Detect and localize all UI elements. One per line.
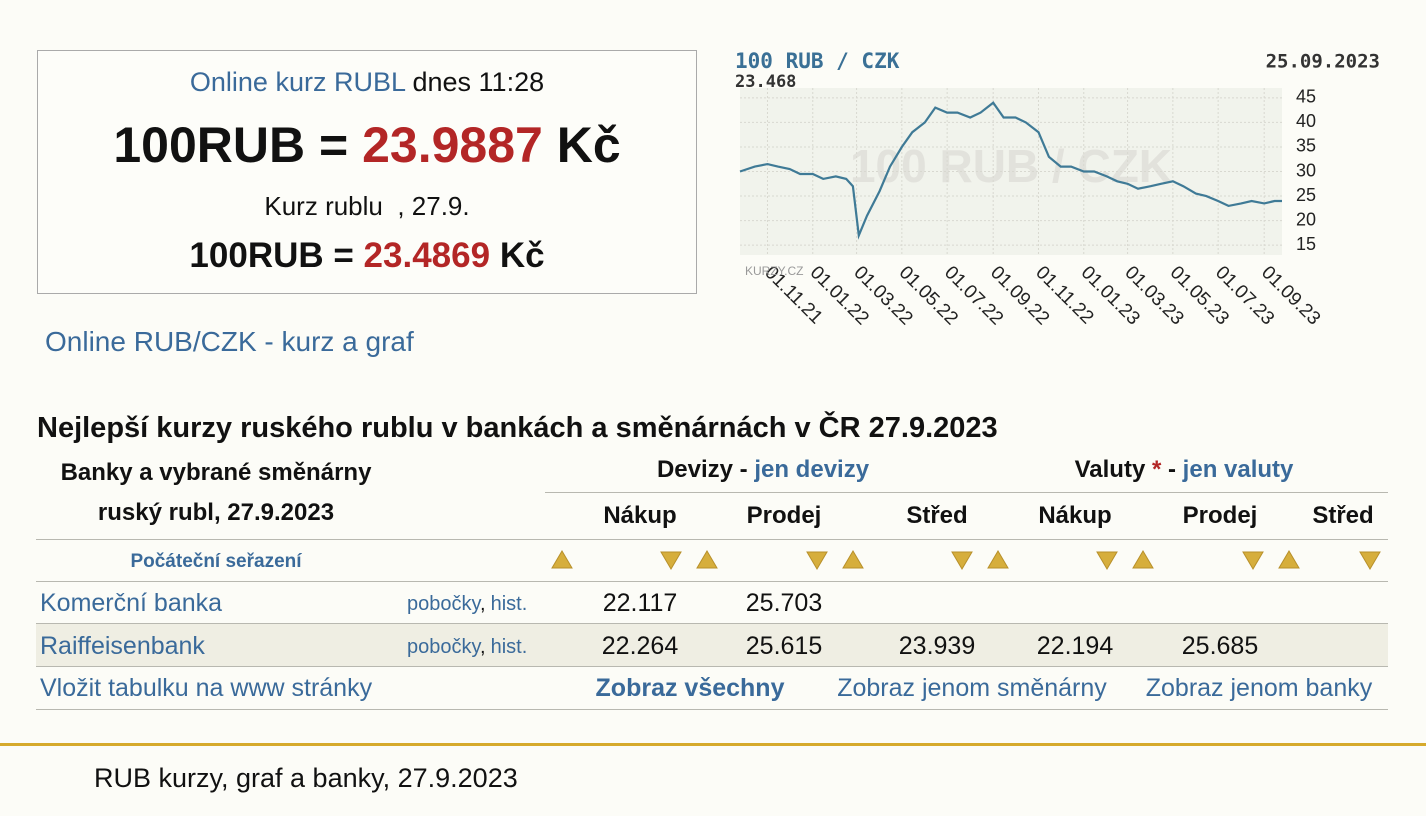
devizy-header: Devizy - jen devizy — [657, 456, 869, 484]
show-exchange[interactable]: Zobraz jenom směnárny — [837, 674, 1107, 702]
sort-up[interactable] — [1278, 550, 1300, 569]
rule — [36, 666, 1388, 667]
hist[interactable]: hist. — [490, 593, 528, 615]
pair: 100RUB = — [189, 236, 354, 275]
rate-link[interactable]: Online kurz RUBL — [189, 67, 405, 97]
sort-up[interactable] — [1132, 550, 1154, 569]
rate-cell: 25.615 — [745, 632, 823, 660]
sep: - — [1168, 456, 1176, 483]
sort-down[interactable] — [660, 551, 682, 570]
watermark: 100 RUB / CZK — [850, 140, 1172, 192]
rate-cell: 23.939 — [898, 632, 976, 660]
value: 23.9887 — [362, 117, 543, 173]
sort-up[interactable] — [551, 550, 573, 569]
sort-down[interactable] — [806, 551, 828, 570]
left-header: Banky a vybrané směnárny — [60, 459, 372, 486]
chart: 100 RUB / CZK1520253035404501.11.2101.01… — [735, 49, 1380, 329]
rule — [36, 623, 1388, 624]
column-header: Prodej — [746, 502, 822, 529]
left-header: ruský rubl, 27.9.2023 — [97, 499, 335, 526]
column-header: Prodej — [1182, 502, 1258, 529]
pair: 100RUB = — [113, 117, 349, 173]
plot-area — [740, 88, 1282, 255]
rate-cell: 22.117 — [602, 589, 678, 617]
show-all[interactable]: Zobraz všechny — [595, 674, 785, 702]
sort-up[interactable] — [696, 550, 718, 569]
chart-link[interactable]: Online RUB/CZK - kurz a graf — [45, 326, 414, 357]
sort-down[interactable] — [951, 551, 973, 570]
logo: KURZY.CZ — [745, 264, 803, 278]
embed-link[interactable]: Vložit tabulku na www stránky — [40, 674, 373, 702]
devizy: Devizy — [656, 456, 733, 483]
y-tick-label: 35 — [1296, 136, 1316, 156]
price-line — [739, 101, 1282, 240]
value: 23.4869 — [363, 236, 491, 275]
branches[interactable]: pobočky — [407, 636, 481, 658]
row-bg — [36, 624, 1388, 666]
rule — [36, 709, 1388, 710]
show-banks[interactable]: Zobraz jenom banky — [1145, 674, 1373, 702]
bank-links: pobočky, hist. — [407, 636, 527, 659]
sort-down[interactable] — [1242, 551, 1264, 570]
y-tick-label: 25 — [1296, 185, 1316, 205]
y-tick-label: 45 — [1296, 87, 1316, 107]
main-rate: 100RUB = 23.9887 Kč — [113, 116, 620, 174]
sort-arrows — [551, 550, 1381, 570]
valuty: Valuty — [1074, 456, 1146, 483]
rate-time: dnes 11:28 — [412, 67, 545, 97]
y-tick-label: 30 — [1296, 160, 1316, 180]
column-header: Nákup — [603, 502, 677, 529]
footer: RUB kurzy, graf a banky, 27.9.2023 — [94, 763, 518, 793]
sort-up[interactable] — [842, 550, 864, 569]
last-value: 23.468 — [735, 72, 796, 92]
rule — [36, 539, 1388, 540]
sep: - — [739, 456, 748, 483]
bank-links: pobočky, hist. — [407, 593, 527, 616]
column-header: Nákup — [1038, 502, 1112, 529]
rate-cell: 25.685 — [1181, 632, 1259, 660]
bank-name[interactable]: Komerční banka — [40, 589, 223, 617]
sep: , — [480, 593, 486, 615]
branches[interactable]: pobočky — [407, 593, 481, 615]
unit: Kč — [499, 236, 545, 275]
rate-box — [37, 50, 697, 294]
sort-label[interactable]: Počáteční seřazení — [130, 551, 302, 572]
y-tick-label: 20 — [1296, 209, 1316, 229]
rate-cell: 22.194 — [1036, 632, 1114, 660]
y-tick-label: 40 — [1296, 111, 1316, 131]
rule — [545, 492, 1388, 493]
column-header: Střed — [906, 502, 968, 529]
sep: , — [480, 636, 486, 658]
footer-rule — [0, 743, 1426, 746]
column-header: Střed — [1312, 502, 1374, 529]
sort-down[interactable] — [1359, 551, 1381, 570]
unit: Kč — [556, 117, 621, 173]
sub-rate: 100RUB = 23.4869 Kč — [189, 236, 544, 276]
rate-title: Online kurz RUBL dnes 11:28 — [190, 67, 544, 98]
rate-cell: 25.703 — [745, 589, 823, 617]
rate-cell: 22.264 — [601, 632, 679, 660]
sort-up[interactable] — [987, 550, 1009, 569]
devizy-link[interactable]: jen devizy — [754, 456, 870, 483]
rule — [36, 581, 1388, 582]
star: * — [1151, 456, 1162, 483]
chart-date: 25.09.2023 — [1266, 51, 1380, 73]
sub-title: Kurz rublu , 27.9. — [264, 191, 470, 221]
y-tick-label: 15 — [1296, 234, 1316, 254]
table-heading: Nejlepší kurzy ruského rublu v bankách a… — [37, 412, 998, 444]
chart-title: 100 RUB / CZK — [735, 49, 900, 73]
sort-down[interactable] — [1096, 551, 1118, 570]
valuty-link[interactable]: jen valuty — [1182, 456, 1294, 483]
hist[interactable]: hist. — [490, 636, 528, 658]
bank-name[interactable]: Raiffeisenbank — [40, 632, 205, 660]
valuty-header: Valuty * - jen valuty — [1075, 456, 1294, 484]
